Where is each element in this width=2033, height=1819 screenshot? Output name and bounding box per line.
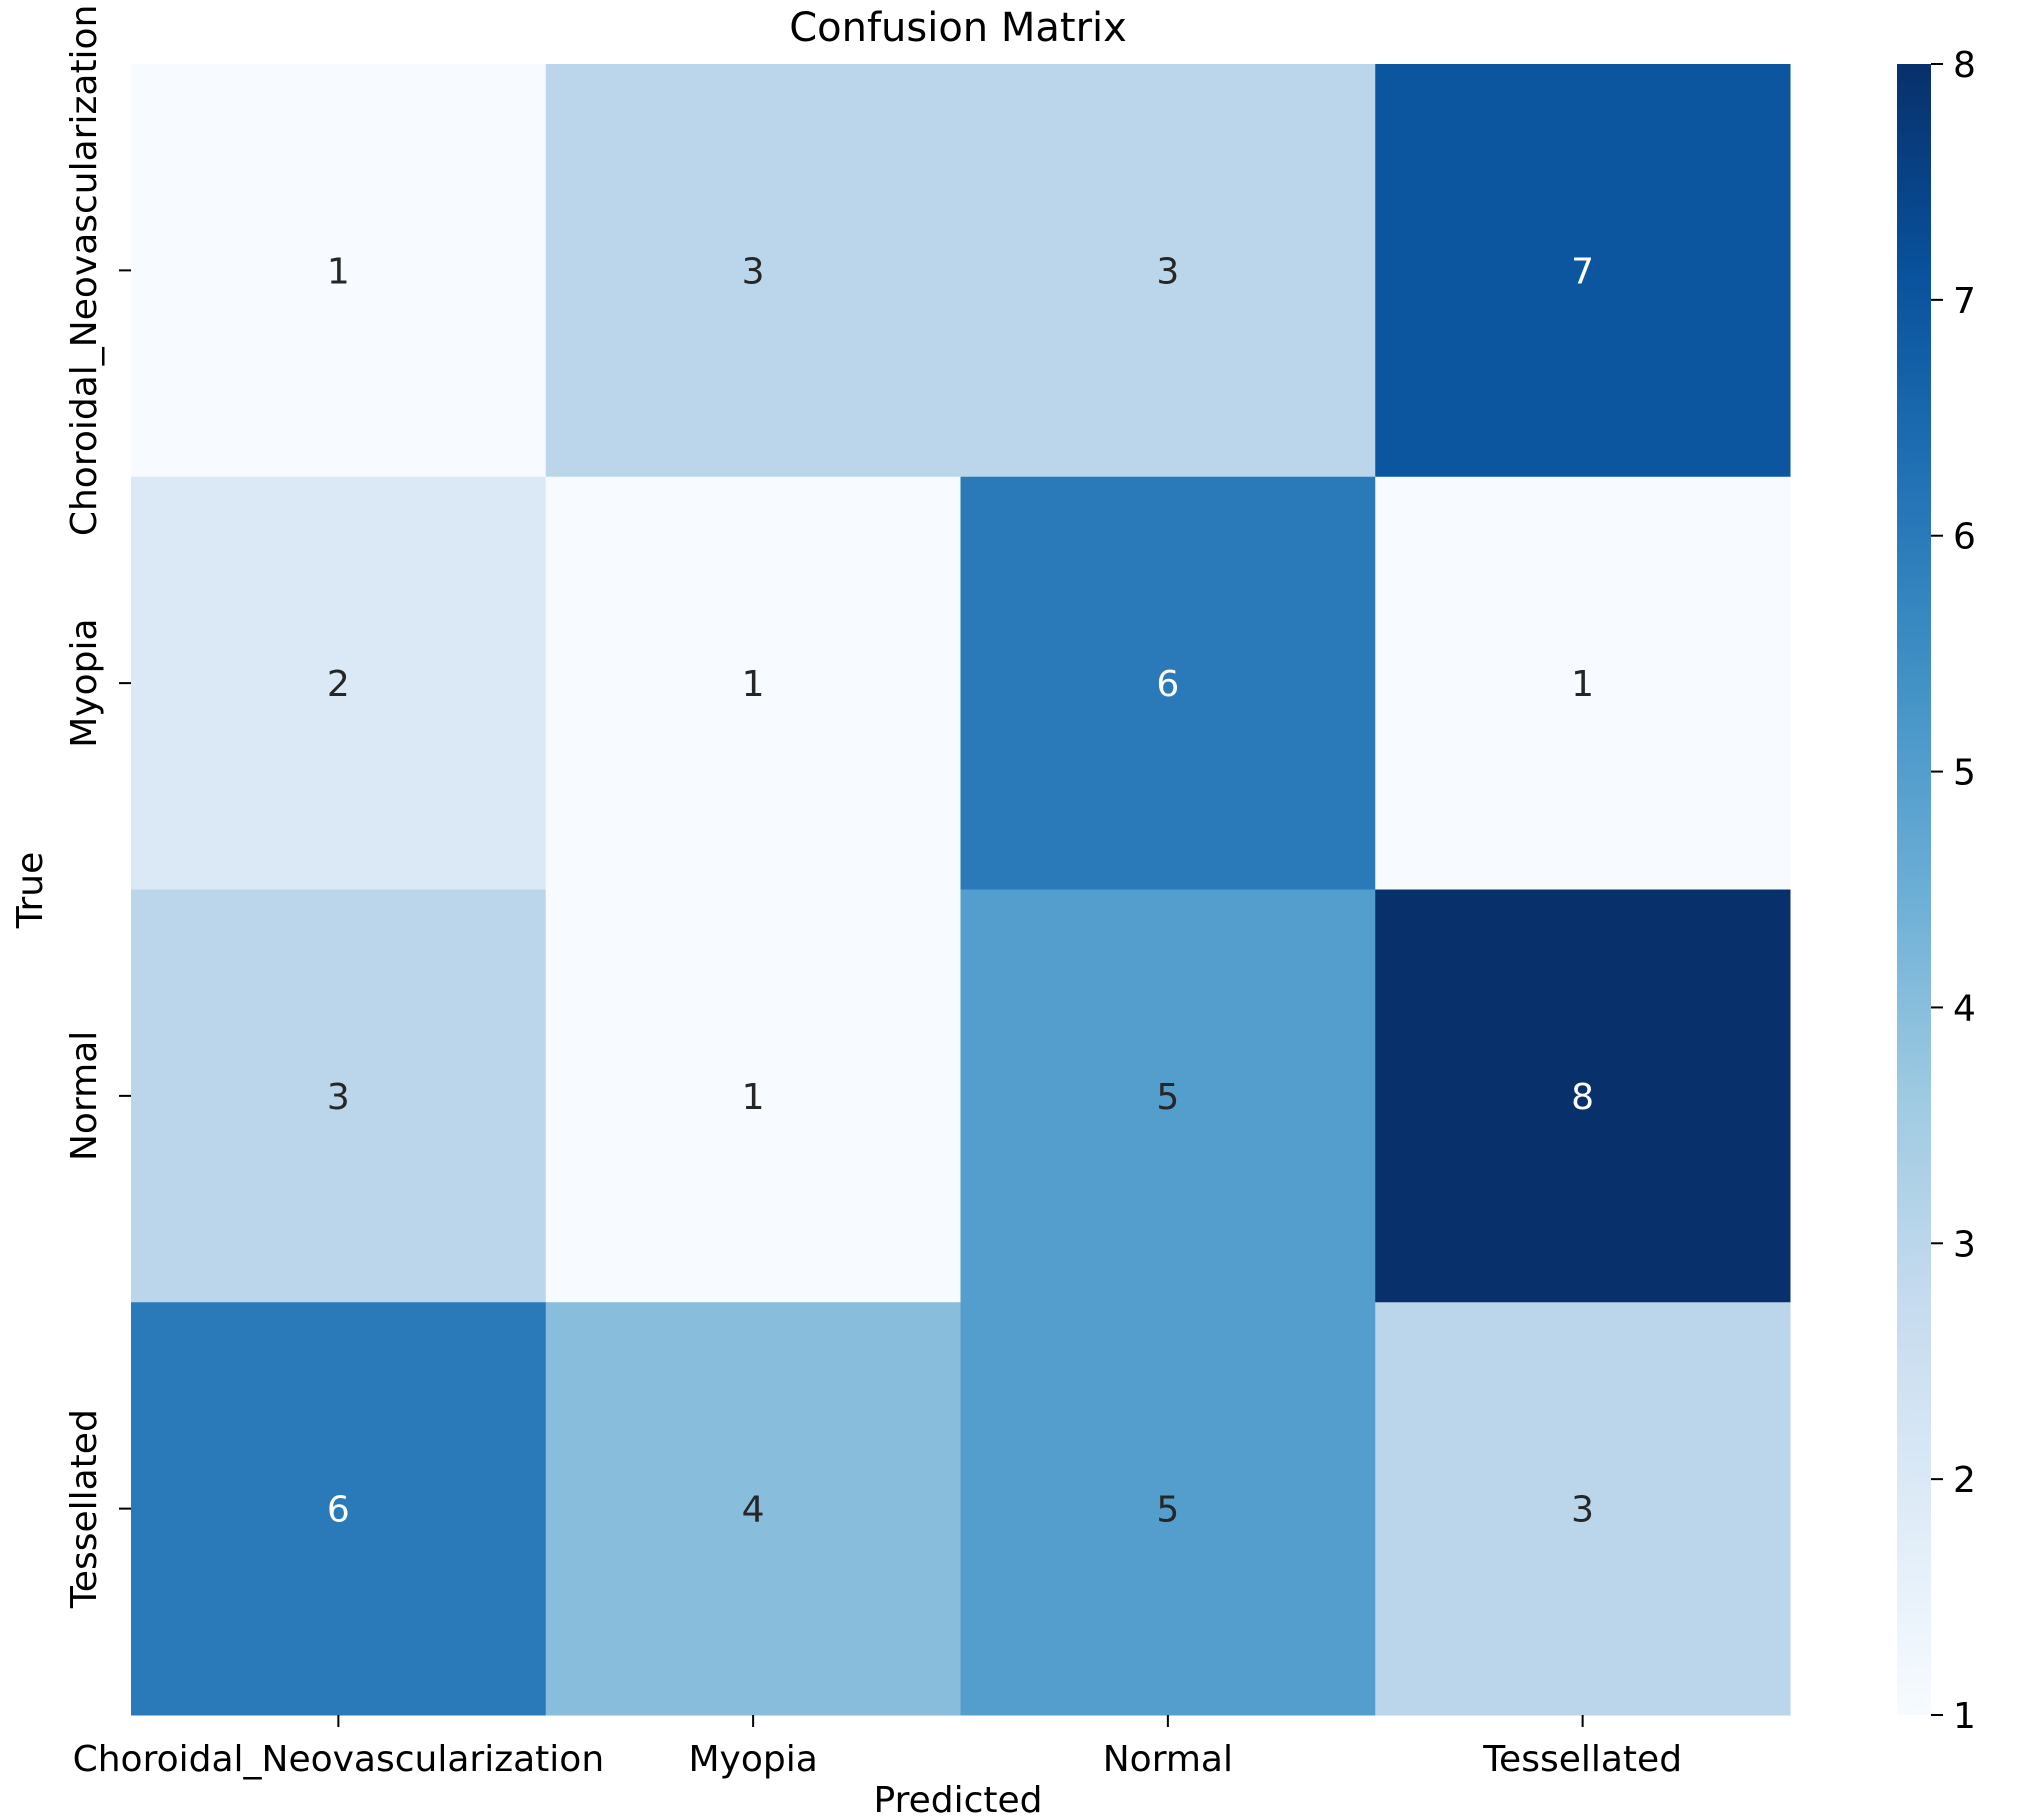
chart-title: Confusion Matrix [789, 5, 1127, 51]
colorbar-tick-label: 2 [1953, 1460, 1976, 1501]
colorbar: 1 2 3 4 5 6 7 8 [1897, 45, 1976, 1737]
x-tick-label: Myopia [688, 1739, 817, 1780]
cell-value-label: 5 [1156, 1490, 1179, 1531]
heatmap-cell [131, 889, 547, 1303]
colorbar-gradient [1897, 64, 1931, 1715]
y-axis-label: True [10, 852, 51, 929]
cell-value-label: 2 [327, 664, 350, 705]
x-tick-label: Choroidal_Neovascularization [73, 1739, 605, 1780]
cell-value-label: 5 [1156, 1077, 1179, 1118]
y-axis-ticks: Choroidal_Neovascularization Myopia Normal… [64, 5, 131, 1609]
heatmap-cell [545, 64, 961, 478]
heatmap-cell [131, 1302, 547, 1716]
cell-value-label: 1 [742, 664, 765, 705]
y-tick-label: Tessellated [64, 1409, 105, 1609]
y-tick-label: Choroidal_Neovascularization [64, 5, 105, 537]
cell-annotations: 1 3 3 7 2 1 6 1 3 1 5 8 6 4 5 3 [327, 251, 1594, 1530]
x-tick-label: Tessellated [1482, 1739, 1682, 1780]
x-axis-ticks: Choroidal_Neovascularization Myopia Normal… [73, 1715, 1682, 1780]
cell-value-label: 3 [327, 1077, 350, 1118]
colorbar-tick-label: 8 [1953, 45, 1976, 86]
heatmap-cell [1375, 1302, 1791, 1716]
x-axis-label: Predicted [874, 1780, 1043, 1819]
heatmap-cell [960, 64, 1376, 478]
cell-value-label: 3 [1571, 1490, 1594, 1531]
heatmap-cell [1375, 476, 1791, 890]
heatmap-cell [1375, 889, 1791, 1303]
heatmap-cell [545, 1302, 961, 1716]
cell-value-label: 1 [1571, 664, 1594, 705]
heatmap-cell [960, 476, 1376, 890]
heatmap-cell [131, 64, 547, 478]
heatmap-cell [960, 1302, 1376, 1716]
cell-value-label: 3 [1156, 251, 1179, 292]
x-tick-label: Normal [1103, 1739, 1233, 1780]
colorbar-tick-label: 1 [1953, 1696, 1976, 1737]
heatmap-cell [1375, 64, 1791, 478]
cell-value-label: 6 [327, 1490, 350, 1531]
heatmap-cell [545, 889, 961, 1303]
heatmap-cells [131, 64, 1791, 1716]
cell-value-label: 7 [1571, 251, 1594, 292]
y-tick-label: Normal [64, 1031, 105, 1161]
colorbar-tick-label: 5 [1953, 753, 1976, 794]
heatmap-cell [960, 889, 1376, 1303]
cell-value-label: 8 [1571, 1077, 1594, 1118]
cell-value-label: 4 [742, 1490, 765, 1531]
colorbar-tick-label: 4 [1953, 988, 1976, 1029]
cell-value-label: 1 [742, 1077, 765, 1118]
cell-value-label: 6 [1156, 664, 1179, 705]
colorbar-tick-label: 6 [1953, 517, 1976, 558]
cell-value-label: 1 [327, 251, 350, 292]
heatmap-cell [545, 476, 961, 890]
heatmap-cell [131, 476, 547, 890]
y-tick-label: Myopia [64, 618, 105, 747]
colorbar-tick-label: 7 [1953, 281, 1976, 322]
cell-value-label: 3 [742, 251, 765, 292]
colorbar-tick-label: 3 [1953, 1224, 1976, 1265]
